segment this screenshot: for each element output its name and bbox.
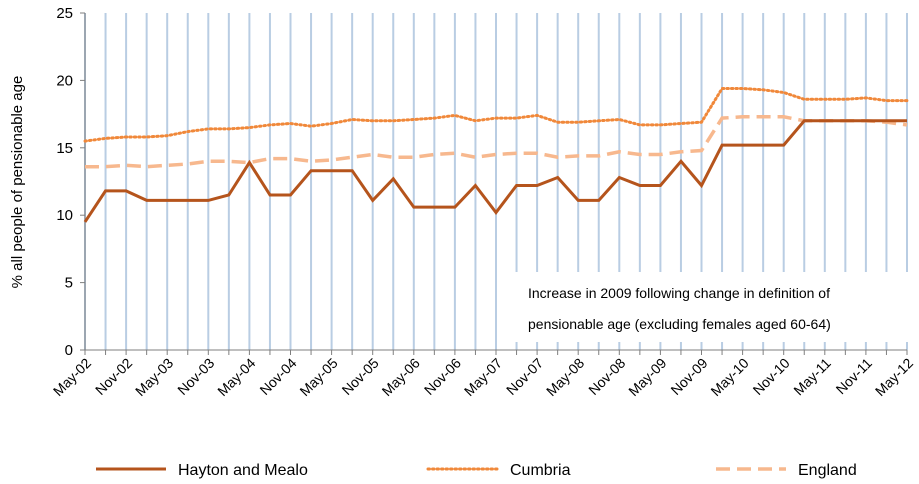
x-tick-label: May-05 xyxy=(296,355,340,399)
y-tick-label: 15 xyxy=(56,140,73,157)
y-tick-label: 10 xyxy=(56,207,73,224)
y-tick-label: 5 xyxy=(65,275,73,292)
legend-label: Hayton and Mealo xyxy=(178,462,308,479)
x-tick-label: Nov-11 xyxy=(833,355,876,398)
annotation-box xyxy=(506,272,911,342)
x-tick-labels: May-02Nov-02May-03Nov-03May-04Nov-04May-… xyxy=(50,355,916,399)
x-tick-label: Nov-07 xyxy=(503,355,546,398)
x-tick-label: Nov-03 xyxy=(174,355,217,398)
x-tick-label: Nov-08 xyxy=(585,355,628,398)
x-tick-label: May-07 xyxy=(461,355,505,399)
x-tick-label: May-02 xyxy=(50,355,94,399)
legend-label: Cumbria xyxy=(510,462,571,479)
x-tick-label: Nov-09 xyxy=(667,355,710,398)
x-tick-label: May-04 xyxy=(214,355,258,399)
annotation-line-1: Increase in 2009 following change in def… xyxy=(528,285,830,301)
annotation-line-2: pensionable age (excluding females aged … xyxy=(528,316,831,332)
x-tick-label: May-06 xyxy=(379,355,423,399)
x-tick-label: Nov-10 xyxy=(750,355,793,398)
y-tick-label: 0 xyxy=(65,342,73,359)
legend: Hayton and Mealo Cumbria England xyxy=(96,462,857,479)
series-line-hayton-and-mealo xyxy=(83,119,907,223)
x-tick-label: Nov-05 xyxy=(339,355,382,398)
y-tick-label: 20 xyxy=(56,72,73,89)
x-tick-label: Nov-06 xyxy=(421,355,464,398)
y-axis-label: % all people of pensionable age xyxy=(9,76,26,289)
legend-label: England xyxy=(798,462,857,479)
x-tick-label: Nov-02 xyxy=(92,355,135,398)
y-tick-label: 25 xyxy=(56,5,73,22)
series-line-cumbria xyxy=(83,87,909,143)
x-tick-label: May-08 xyxy=(543,355,587,399)
x-tick-label: May-12 xyxy=(872,355,916,399)
y-tick-labels: 0 5 10 15 20 25 xyxy=(56,5,73,359)
x-tick-label: May-09 xyxy=(625,355,669,399)
x-tick-label: Nov-04 xyxy=(256,355,299,398)
axes xyxy=(80,12,908,355)
x-tick-label: May-03 xyxy=(132,355,176,399)
x-tick-label: May-11 xyxy=(790,355,834,399)
series-lines xyxy=(83,87,909,223)
x-tick-label: May-10 xyxy=(707,355,751,399)
series-line-england xyxy=(85,115,908,169)
